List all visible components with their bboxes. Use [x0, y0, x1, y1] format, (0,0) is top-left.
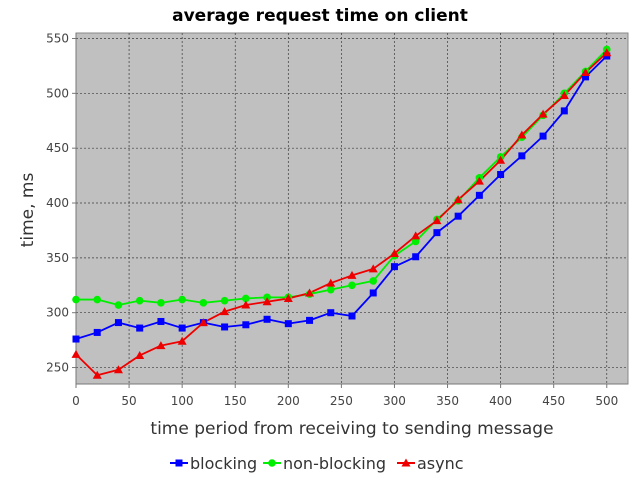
y-axis-label: time, ms	[18, 173, 38, 248]
data-point-async	[326, 278, 336, 287]
y-tick-label: 550	[46, 31, 69, 45]
data-point-blocking	[178, 324, 186, 332]
data-point-blocking	[348, 312, 356, 320]
data-point-async	[92, 370, 102, 379]
data-point-blocking	[433, 229, 441, 237]
data-point-blocking	[93, 328, 101, 336]
y-tick-label: 400	[46, 196, 69, 210]
legend-label-blocking: blocking	[190, 454, 257, 473]
y-tick-label: 300	[46, 306, 69, 320]
data-point-async	[581, 67, 591, 76]
data-point-async	[198, 318, 208, 327]
data-point-non-blocking	[93, 295, 102, 304]
data-point-async	[559, 91, 569, 100]
data-point-blocking	[560, 107, 568, 115]
data-point-blocking	[412, 253, 420, 261]
data-point-async	[411, 231, 421, 240]
data-point-blocking	[306, 316, 314, 324]
data-point-async	[347, 270, 357, 279]
data-point-blocking	[518, 152, 526, 160]
data-point-blocking	[475, 191, 483, 199]
x-tick-label: 200	[277, 394, 300, 408]
data-point-blocking	[582, 73, 590, 81]
data-point-blocking	[72, 335, 80, 343]
x-tick-label: 50	[121, 394, 136, 408]
series-line-blocking	[75, 55, 608, 340]
data-point-non-blocking	[135, 296, 144, 305]
data-point-async	[177, 336, 187, 345]
data-point-async	[474, 176, 484, 185]
data-point-blocking	[114, 319, 122, 327]
y-tick-label: 250	[46, 361, 69, 375]
data-point-async	[517, 130, 527, 139]
data-point-async	[432, 216, 442, 225]
legend-label-async: async	[417, 454, 464, 473]
x-tick-label: 0	[72, 394, 80, 408]
data-point-async	[368, 264, 378, 273]
x-tick-label: 350	[436, 394, 459, 408]
data-point-blocking	[369, 289, 377, 297]
data-point-async	[220, 307, 230, 316]
data-point-non-blocking	[157, 299, 165, 307]
data-point-async	[538, 109, 548, 118]
x-tick-label: 250	[330, 394, 353, 408]
legend-marker-non-blocking	[268, 459, 276, 467]
x-tick-label: 150	[224, 394, 247, 408]
data-point-async	[496, 155, 506, 164]
data-point-async	[71, 349, 81, 358]
data-point-async	[262, 297, 272, 306]
data-point-blocking	[284, 320, 292, 328]
data-point-async	[283, 293, 293, 302]
legend-marker-async	[401, 458, 411, 467]
data-point-non-blocking	[114, 301, 123, 309]
data-point-non-blocking	[326, 285, 335, 294]
data-point-non-blocking	[178, 295, 186, 304]
data-point-blocking	[157, 317, 165, 325]
legend-label-non-blocking: non-blocking	[283, 454, 386, 473]
x-axis-label: time period from receiving to sending me…	[150, 419, 553, 439]
series-line-async	[75, 52, 608, 377]
legend-marker-blocking	[175, 459, 183, 467]
x-tick-label: 450	[542, 394, 565, 408]
chart-title: average request time on client	[172, 6, 468, 26]
data-point-async	[453, 195, 463, 204]
data-point-async	[241, 300, 251, 309]
plot-area	[75, 32, 629, 385]
data-point-blocking	[390, 263, 398, 271]
data-point-non-blocking	[369, 277, 378, 285]
data-point-async	[305, 288, 315, 297]
data-point-blocking	[497, 170, 505, 178]
x-tick-label: 100	[171, 394, 194, 408]
data-point-non-blocking	[199, 299, 208, 307]
data-point-non-blocking	[72, 295, 80, 304]
data-point-blocking	[221, 323, 229, 331]
data-point-non-blocking	[242, 294, 250, 303]
data-point-non-blocking	[411, 237, 420, 246]
data-point-blocking	[242, 321, 250, 329]
data-point-async	[156, 341, 166, 350]
data-point-blocking	[136, 324, 144, 332]
y-tick-label: 450	[46, 141, 69, 155]
data-point-async	[602, 48, 612, 57]
y-tick-label: 500	[46, 86, 69, 100]
x-tick-label: 400	[489, 394, 512, 408]
x-tick-label: 300	[383, 394, 406, 408]
data-point-non-blocking	[348, 281, 356, 290]
data-point-blocking	[263, 315, 271, 323]
data-point-blocking	[327, 309, 335, 317]
y-tick-label: 350	[46, 251, 69, 265]
data-point-non-blocking	[220, 296, 229, 305]
data-point-async	[135, 350, 145, 359]
data-point-async	[389, 248, 399, 257]
data-point-blocking	[454, 212, 462, 220]
x-tick-label: 500	[595, 394, 618, 408]
data-point-blocking	[539, 132, 547, 140]
data-point-async	[113, 365, 123, 374]
